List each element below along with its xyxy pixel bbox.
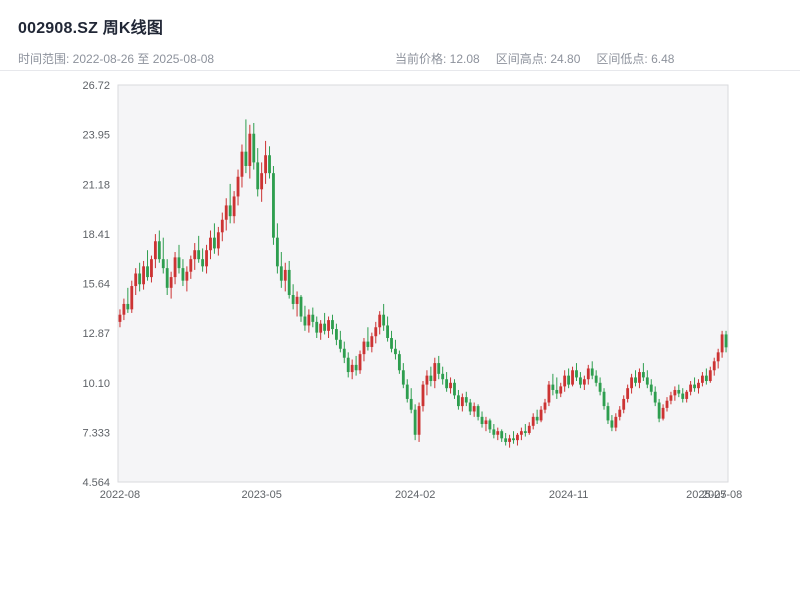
svg-text:26.72: 26.72	[82, 80, 110, 92]
range-low-label: 区间低点: 6.48	[596, 52, 675, 66]
svg-text:2024-02: 2024-02	[395, 489, 435, 501]
header-divider	[0, 70, 800, 71]
page-title: 002908.SZ 周K线图	[18, 20, 164, 37]
svg-text:7.333: 7.333	[82, 427, 110, 439]
svg-text:2025-08: 2025-08	[702, 489, 742, 501]
svg-text:10.10: 10.10	[82, 378, 110, 390]
svg-text:12.87: 12.87	[82, 328, 110, 340]
svg-text:21.18: 21.18	[82, 179, 110, 191]
time-range-label: 时间范围: 2022-08-26 至 2025-08-08	[18, 52, 215, 66]
svg-text:2022-08: 2022-08	[100, 489, 140, 501]
svg-text:18.41: 18.41	[82, 229, 110, 241]
stats-row: 当前价格: 12.08 区间高点: 24.80 区间低点: 6.48	[395, 50, 674, 67]
svg-text:4.564: 4.564	[82, 477, 110, 489]
svg-text:2025-07: 2025-07	[686, 489, 726, 501]
svg-text:23.95: 23.95	[82, 130, 110, 142]
svg-text:15.64: 15.64	[82, 279, 110, 291]
svg-text:2023-05: 2023-05	[241, 489, 281, 501]
current-price-label: 当前价格: 12.08	[395, 52, 480, 66]
svg-text:2024-11: 2024-11	[549, 489, 589, 501]
range-high-label: 区间高点: 24.80	[495, 52, 581, 66]
